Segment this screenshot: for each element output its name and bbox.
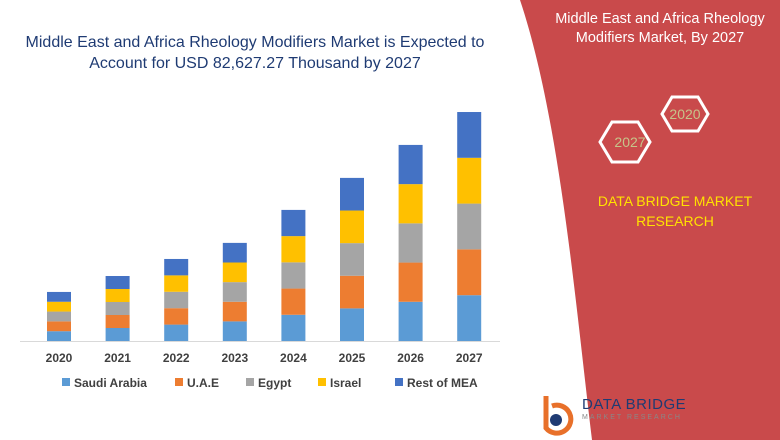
legend-label: Rest of MEA	[407, 376, 478, 390]
legend-label: Israel	[330, 376, 361, 390]
bar-2022-u-a-e	[164, 308, 189, 325]
bar-2027-egypt	[457, 203, 482, 250]
hex-label-2027: 2027	[614, 134, 646, 150]
bar-2027-saudi-arabia	[457, 295, 482, 341]
logo-icon	[543, 396, 574, 436]
bar-2025-israel	[340, 210, 364, 244]
bar-2023-rest-of-mea	[222, 242, 247, 263]
stacked-bar-chart: 2020 2021 2022 2023 2024 2025 2026 2027 Saudi Ar…	[20, 112, 500, 390]
chart-title: Middle East and Africa Rheology Modifier…	[25, 34, 485, 72]
panel-shape	[520, 0, 780, 440]
brand-text: DATA BRIDGE MARKET RESEARCH	[597, 193, 753, 229]
bar-2027-israel	[457, 157, 482, 204]
bar-2026-saudi-arabia	[398, 301, 423, 341]
bar-2023-israel	[222, 262, 247, 283]
bar-2020-u-a-e	[47, 321, 71, 332]
legend-swatch	[246, 378, 254, 386]
legend-swatch	[62, 378, 70, 386]
bar-2026-rest-of-mea	[398, 144, 423, 185]
bar-2024-saudi-arabia	[281, 314, 306, 341]
x-tick-label: 2020	[46, 351, 73, 365]
bar-2026-egypt	[398, 223, 423, 263]
bar-2020-israel	[47, 301, 71, 312]
logo-subtext: MARKET RESEARCH	[582, 414, 682, 421]
bar-2024-u-a-e	[281, 288, 306, 315]
legend-label: Egypt	[258, 376, 291, 390]
bar-2020-saudi-arabia	[47, 331, 71, 341]
bar-2024-israel	[281, 236, 306, 263]
bar-2022-israel	[164, 275, 189, 292]
logo-text: DATA BRIDGE	[582, 396, 687, 413]
bar-2027-rest-of-mea	[457, 112, 482, 158]
bar-2021-rest-of-mea	[105, 276, 130, 290]
bar-2025-u-a-e	[340, 275, 364, 309]
bar-2021-saudi-arabia	[105, 328, 130, 341]
hexagon-2020	[660, 95, 710, 133]
legend-swatch	[175, 378, 183, 386]
bar-2024-egypt	[281, 262, 306, 289]
legend-label: Saudi Arabia	[74, 376, 147, 390]
legend-swatch	[318, 378, 326, 386]
legend-swatch	[395, 378, 403, 386]
bar-2020-egypt	[47, 311, 71, 322]
bar-2024-rest-of-mea	[281, 209, 306, 237]
bar-2023-u-a-e	[222, 301, 247, 322]
bar-2025-egypt	[340, 243, 364, 276]
bar-2022-rest-of-mea	[164, 258, 189, 276]
bar-2022-saudi-arabia	[164, 324, 189, 341]
x-tick-label: 2025	[339, 351, 366, 365]
bar-2021-u-a-e	[105, 315, 130, 329]
hexagon-2027	[598, 120, 652, 164]
panel-title: Middle East and Africa Rheology Modifier…	[555, 11, 765, 46]
legend-label: U.A.E	[187, 376, 219, 390]
bar-2023-saudi-arabia	[222, 321, 247, 341]
x-tick-label: 2026	[397, 351, 424, 365]
bar-2027-u-a-e	[457, 249, 482, 296]
bar-2025-saudi-arabia	[340, 308, 364, 341]
bar-2021-israel	[105, 289, 130, 303]
bar-2026-israel	[398, 184, 423, 224]
x-tick-label: 2027	[456, 351, 483, 365]
bar-2020-rest-of-mea	[47, 291, 71, 302]
x-tick-label: 2024	[280, 351, 307, 365]
bar-2026-u-a-e	[398, 262, 423, 302]
bar-2022-egypt	[164, 291, 189, 309]
bar-2025-rest-of-mea	[340, 177, 364, 211]
x-tick-label: 2022	[163, 351, 190, 365]
x-tick-label: 2021	[104, 351, 131, 365]
bar-2021-egypt	[105, 302, 130, 316]
hex-label-2020: 2020	[669, 106, 701, 122]
bar-2023-egypt	[222, 282, 247, 302]
x-tick-label: 2023	[221, 351, 248, 365]
